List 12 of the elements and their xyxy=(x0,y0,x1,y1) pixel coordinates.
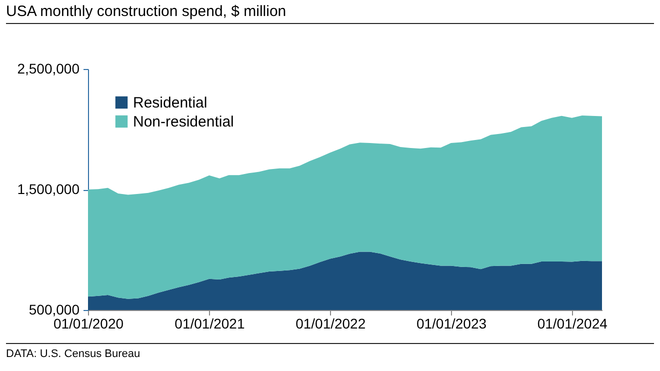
x-tick-label: 01/01/2022 xyxy=(296,316,366,332)
y-tick-label: 500,000 xyxy=(28,302,80,318)
legend-label: Residential xyxy=(133,94,208,112)
x-tick-label: 01/01/2023 xyxy=(416,316,487,332)
x-tick-label: 01/01/2020 xyxy=(53,316,124,332)
x-tick-label: 01/01/2024 xyxy=(537,316,608,332)
text: DATA: U.S. Census Bureau xyxy=(6,343,654,360)
y-tick-label: 1,500,000 xyxy=(17,181,80,197)
y-tick-label: 2,500,000 xyxy=(17,60,80,76)
chart-title: USA monthly construction spend, $ million xyxy=(6,3,654,24)
x-tick-label: 01/01/2021 xyxy=(174,316,245,332)
legend-label: Non-residential xyxy=(133,114,234,130)
